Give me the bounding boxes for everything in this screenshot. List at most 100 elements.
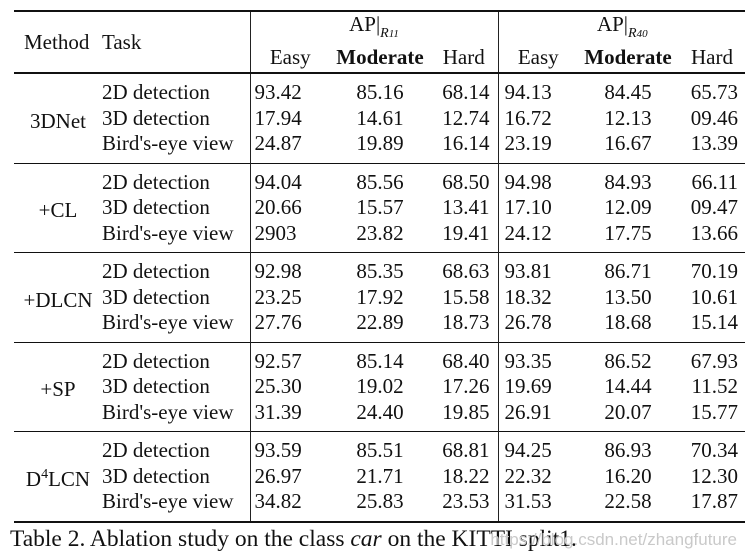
value-cell: 09.46 <box>690 105 739 130</box>
value-cell: 18.22 <box>430 463 499 489</box>
task-label: 3D detection <box>102 195 251 221</box>
value-cell: 2903 <box>254 220 297 245</box>
value-cell: 11.52 <box>691 374 739 399</box>
group-header-ap-r40: AP|R40 <box>498 11 745 42</box>
value-cell: 65.73 <box>690 80 739 105</box>
value-cell: 26.78 <box>504 310 552 335</box>
value-cell: 26.91 <box>504 399 552 424</box>
value-cell: 12.13 <box>604 105 652 130</box>
task-label: 3D detection <box>102 284 251 310</box>
value-cell: 70.34 <box>690 438 739 463</box>
method-name: +SP <box>40 377 76 402</box>
value-cell: 17.75 <box>604 220 652 245</box>
value-cell: 93.42 <box>254 80 302 105</box>
value-cell: 12.09 <box>604 195 652 220</box>
table-row: 3D detection 25.30 19.02 17.26 19.69 14.44 11.… <box>14 374 745 400</box>
table-row: 3D detection 26.97 21.71 18.22 22.32 16.20 12.… <box>14 463 745 489</box>
value-cell: 17.92 <box>356 284 404 309</box>
value-cell: 31.39 <box>254 399 302 424</box>
value-cell: 86.71 <box>604 259 652 284</box>
value-cell: 13.66 <box>690 220 739 245</box>
value-cell: 12.30 <box>690 463 739 488</box>
value-cell: 25.83 <box>356 489 404 514</box>
value-cell: 27.76 <box>254 310 302 335</box>
value-cell: 23.53 <box>430 489 499 522</box>
method-name: 3DNet <box>30 108 86 133</box>
value-cell: 25.30 <box>254 374 302 399</box>
task-label: 2D detection <box>102 163 251 195</box>
value-cell: 19.69 <box>504 374 552 399</box>
group-header-ap-r11-prefix: AP| <box>349 12 381 37</box>
task-label: Bird's-eye view <box>102 220 251 253</box>
task-label: 2D detection <box>102 431 251 464</box>
value-cell: 10.61 <box>690 284 739 309</box>
value-cell: 16.67 <box>604 131 652 156</box>
group-header-ap-r11: AP|R11 <box>250 11 499 42</box>
value-cell: 22.58 <box>604 489 652 514</box>
value-cell: 23.25 <box>254 284 302 309</box>
value-cell: 93.35 <box>504 348 552 373</box>
value-cell: 84.45 <box>604 80 652 105</box>
value-cell: 17.87 <box>690 489 739 514</box>
value-cell: 94.04 <box>254 169 302 194</box>
method-name: +DLCN <box>23 287 93 312</box>
value-cell: 70.19 <box>690 259 739 284</box>
task-label: 3D detection <box>102 105 251 131</box>
table-body: 3DNet 2D detection 93.42 85.16 68.14 94.13 84.… <box>14 73 745 522</box>
table-row: Bird's-eye view 27.76 22.89 18.73 26.78 18.68… <box>14 310 745 342</box>
method-name: D4LCN <box>14 432 102 522</box>
task-label: 2D detection <box>102 73 251 106</box>
ablation-table: Method Task AP|R11 AP|R40 Easy Moderate … <box>14 10 745 523</box>
value-cell: 68.63 <box>430 252 499 285</box>
value-cell: 68.40 <box>430 342 499 374</box>
value-cell: 84.93 <box>604 169 652 194</box>
value-cell: 15.14 <box>690 310 739 335</box>
value-cell: 85.16 <box>356 80 404 105</box>
value-cell: 17.26 <box>430 374 499 400</box>
value-cell: 94.25 <box>504 438 552 463</box>
ablation-table-wrapper: Method Task AP|R11 AP|R40 Easy Moderate … <box>14 10 745 523</box>
value-cell: 34.82 <box>254 489 302 514</box>
value-cell: 31.53 <box>504 489 552 514</box>
group-header-ap-r40-sub-letter: R <box>628 25 637 41</box>
value-cell: 67.93 <box>690 348 739 373</box>
value-cell: 68.14 <box>430 73 499 106</box>
column-header-hard-r40: Hard <box>691 44 733 69</box>
value-cell: 94.13 <box>504 80 552 105</box>
value-cell: 09.47 <box>690 195 739 220</box>
value-cell: 18.32 <box>504 284 552 309</box>
caption-class-name: car <box>350 526 382 552</box>
value-cell: 23.82 <box>356 220 404 245</box>
caption-suffix: on the KITTI split1. <box>381 526 577 552</box>
value-cell: 66.11 <box>691 169 739 194</box>
value-cell: 15.58 <box>430 284 499 310</box>
table-row: 3D detection 23.25 17.92 15.58 18.32 13.50 10.… <box>14 284 745 310</box>
value-cell: 22.89 <box>356 310 404 335</box>
value-cell: 68.50 <box>430 163 499 195</box>
group-header-ap-r40-prefix: AP| <box>596 12 629 37</box>
value-cell: 68.81 <box>430 431 499 464</box>
value-cell: 14.44 <box>604 374 652 399</box>
value-cell: 86.93 <box>604 438 652 463</box>
table-row: Bird's-eye view 34.82 25.83 23.53 31.53 22.58… <box>14 489 745 522</box>
task-label: Bird's-eye view <box>102 310 251 342</box>
value-cell: 21.71 <box>356 463 404 488</box>
column-header-hard-r11: Hard <box>430 42 499 73</box>
value-cell: 93.59 <box>254 438 302 463</box>
task-label: 2D detection <box>102 342 251 374</box>
watermark-text: https://blog.csdn.net/zhangfuture <box>490 530 737 549</box>
value-cell: 16.72 <box>504 105 552 130</box>
table-row: 3DNet 2D detection 93.42 85.16 68.14 94.13 84.… <box>14 73 745 133</box>
table-row: Bird's-eye view 31.39 24.40 19.85 26.91 20.07… <box>14 399 745 432</box>
value-cell: 19.85 <box>430 399 499 432</box>
method-name-text: D4LCN <box>25 466 91 491</box>
value-cell: 86.52 <box>604 348 652 373</box>
method-name: +CL <box>38 198 78 223</box>
value-cell: 85.14 <box>356 348 404 373</box>
value-cell: 12.74 <box>430 105 499 131</box>
value-cell: 85.51 <box>356 438 404 463</box>
value-cell: 19.41 <box>430 220 499 253</box>
value-cell: 24.40 <box>356 399 404 424</box>
task-label: Bird's-eye view <box>102 489 251 522</box>
value-cell: 19.89 <box>356 131 404 156</box>
